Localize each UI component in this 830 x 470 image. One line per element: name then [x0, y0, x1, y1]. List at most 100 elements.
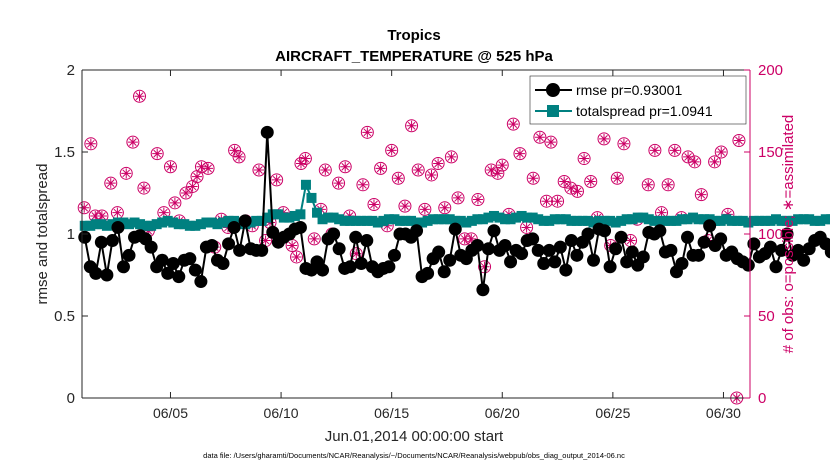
totalspread-point — [610, 217, 621, 228]
x-tick-label: 06/25 — [595, 405, 630, 421]
totalspread-point — [295, 209, 306, 220]
obs-assimilated-point — [472, 194, 483, 205]
y2-tick-label: 0 — [758, 390, 766, 407]
obs-possible-point — [84, 137, 98, 151]
rmse-point — [360, 234, 374, 248]
totalspread-point — [317, 214, 328, 225]
obs-assimilated-point — [260, 235, 271, 246]
rmse-point — [741, 258, 755, 272]
totalspread-point — [406, 215, 417, 226]
obs-possible-point — [544, 135, 558, 149]
rmse-point — [564, 234, 578, 248]
totalspread-point — [118, 217, 129, 228]
rmse-point — [797, 253, 811, 267]
obs-possible-point — [119, 166, 133, 180]
rmse-point — [227, 220, 241, 234]
obs-assimilated-point — [419, 204, 430, 215]
obs-assimilated-point — [733, 135, 744, 146]
totalspread-point — [90, 219, 101, 230]
rmse-point — [763, 240, 777, 254]
obs-possible-point — [732, 134, 746, 148]
totalspread-point — [815, 215, 826, 226]
obs-possible-point — [318, 163, 332, 177]
obs-assimilated-point — [340, 161, 351, 172]
totalspread-point — [748, 215, 759, 226]
obs-possible-point — [708, 155, 722, 169]
obs-assimilated-point — [643, 179, 654, 190]
rmse-point — [349, 230, 363, 244]
obs-possible-point — [471, 193, 485, 207]
obs-assimilated-point — [229, 145, 240, 156]
obs-assimilated-point — [534, 132, 545, 143]
obs-assimilated-point — [508, 119, 519, 130]
obs-assimilated-point — [399, 201, 410, 212]
totalspread-point — [522, 212, 533, 223]
rmse-point — [515, 247, 529, 261]
totalspread-point — [649, 215, 660, 226]
totalspread-point — [737, 215, 748, 226]
totalspread-point — [676, 214, 687, 225]
obs-possible-point — [307, 232, 321, 246]
obs-assimilated-point — [663, 179, 674, 190]
obs-assimilated-point — [253, 165, 264, 176]
obs-assimilated-point — [599, 133, 610, 144]
totalspread-point — [394, 215, 405, 226]
totalspread-point — [439, 214, 450, 225]
obs-possible-point — [290, 250, 304, 264]
footer-text: data file: /Users/gharamti/Documents/NCA… — [203, 451, 625, 460]
totalspread-point — [356, 215, 367, 226]
obs-assimilated-point — [514, 148, 525, 159]
rmse-point — [387, 248, 401, 262]
totalspread-point — [151, 219, 162, 230]
y2-tick-label: 50 — [758, 308, 775, 325]
rmse-point — [581, 227, 595, 241]
rmse-point — [537, 257, 551, 271]
totalspread-point — [289, 210, 300, 221]
rmse-point — [155, 253, 169, 267]
totalspread-point — [389, 214, 400, 225]
rmse-point — [238, 214, 252, 228]
totalspread-point — [477, 214, 488, 225]
totalspread-point — [759, 215, 770, 226]
totalspread-point — [85, 220, 96, 231]
totalspread-point — [726, 215, 737, 226]
totalspread-point — [826, 214, 830, 225]
chart-title: Tropics — [387, 27, 440, 44]
rmse-point — [664, 243, 678, 257]
totalspread-point — [168, 217, 179, 228]
totalspread-point — [732, 215, 743, 226]
obs-possible-point — [714, 145, 728, 159]
totalspread-point — [627, 214, 638, 225]
totalspread-point — [173, 219, 184, 230]
totalspread-point — [79, 220, 90, 231]
obs-possible-point — [201, 161, 215, 175]
x-tick-label: 06/30 — [706, 405, 741, 421]
legend-box — [529, 75, 747, 125]
totalspread-point — [466, 215, 477, 226]
rmse-point — [327, 227, 341, 241]
obs-possible-point — [491, 166, 505, 180]
obs-assimilated-point — [203, 163, 214, 174]
obs-possible-point — [332, 176, 346, 190]
totalspread-point — [511, 212, 522, 223]
obs-assimilated-point — [287, 240, 298, 251]
totalspread-point — [179, 219, 190, 230]
totalspread-point — [588, 217, 599, 228]
obs-possible-point — [137, 181, 151, 195]
rmse-point — [161, 266, 175, 280]
obs-assimilated-point — [112, 207, 123, 218]
obs-possible-point — [451, 191, 465, 205]
y2-tick-label: 200 — [758, 62, 783, 79]
obs-possible-point — [444, 150, 458, 164]
obs-possible-point — [126, 135, 140, 149]
totalspread-point — [218, 217, 229, 228]
rmse-point — [703, 219, 717, 233]
obs-assimilated-point — [169, 197, 180, 208]
obs-possible-point — [526, 171, 540, 185]
x-tick-label: 06/10 — [264, 405, 299, 421]
rmse-point — [260, 125, 274, 139]
totalspread-point — [699, 214, 710, 225]
totalspread-point — [665, 215, 676, 226]
obs-assimilated-point — [413, 165, 424, 176]
obs-possible-point — [577, 152, 591, 166]
